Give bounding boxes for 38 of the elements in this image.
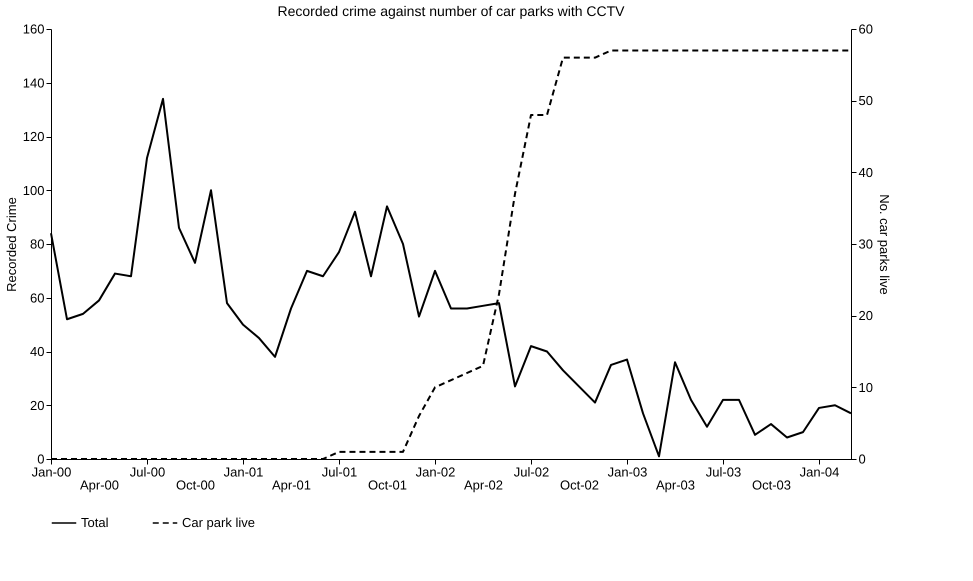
y-tick-label: 100 [22, 182, 44, 198]
x-tick-label: Jan-04 [800, 464, 840, 480]
legend-label: Car park live [182, 515, 255, 530]
x-tick-label: Apr-01 [272, 478, 312, 492]
y2-tick-label: 20 [858, 308, 873, 324]
y2-tick-label: 30 [858, 236, 873, 252]
x-tick-label: Jan-00 [32, 464, 72, 480]
x-tick-label: Jul-03 [706, 464, 742, 480]
y2-axis-title: No. car parks live [876, 194, 892, 295]
x-tick-label: Oct-03 [752, 478, 792, 492]
y2-tick-label: 10 [858, 380, 873, 395]
y-tick-label: 40 [30, 344, 44, 359]
y2-tick-label: 50 [858, 93, 873, 108]
y-tick-label: 60 [30, 290, 44, 306]
y-tick-label: 20 [30, 398, 44, 413]
y2-tick-label: 60 [858, 22, 873, 36]
y-tick-label: 140 [22, 75, 44, 90]
x-tick-label: Apr-03 [656, 478, 696, 492]
x-tick-label: Jul-01 [322, 464, 358, 480]
y-tick-label: 160 [22, 22, 44, 36]
chart-title: Recorded crime against number of car parks with CCTV [277, 3, 626, 19]
x-tick-label: Apr-00 [80, 478, 120, 492]
legend-label: Total [81, 515, 109, 530]
y-tick-label: 0 [37, 452, 44, 466]
y-tick-label: 80 [30, 236, 44, 252]
x-tick-label: Jul-02 [514, 464, 550, 480]
x-tick-label: Oct-02 [560, 478, 600, 492]
x-tick-label: Jul-00 [130, 464, 166, 480]
y-tick-label: 120 [22, 129, 44, 144]
x-tick-label: Oct-00 [176, 478, 216, 492]
x-tick-label: Oct-01 [368, 478, 408, 492]
x-tick-label: Jan-03 [608, 464, 648, 480]
y2-tick-label: 0 [858, 452, 866, 466]
x-tick-label: Jan-02 [416, 464, 456, 480]
y2-tick-label: 40 [858, 164, 873, 180]
y-axis-title: Recorded Crime [4, 197, 19, 292]
x-tick-label: Jan-01 [224, 464, 264, 480]
x-tick-label: Apr-02 [464, 478, 504, 492]
